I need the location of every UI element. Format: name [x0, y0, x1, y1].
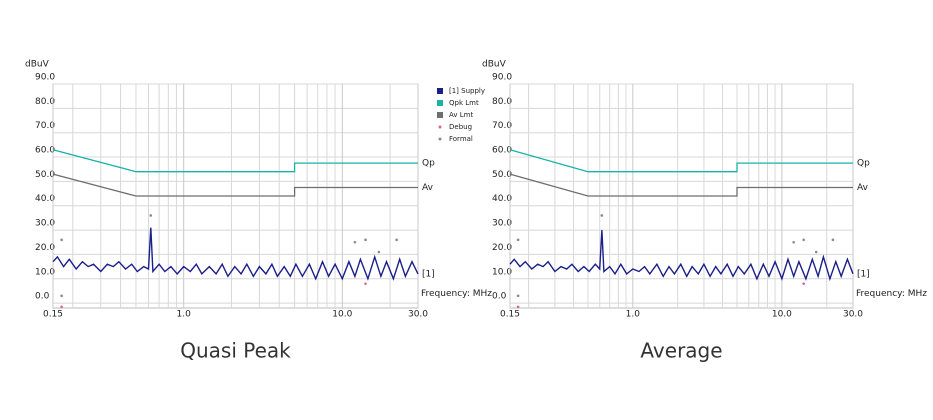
- chart-title: Quasi Peak: [180, 339, 291, 363]
- y-tick-label: 50.0: [35, 170, 55, 180]
- point: [149, 214, 153, 217]
- x-tick-label: 30.0: [843, 310, 863, 320]
- y-tick-label: 30.0: [35, 219, 55, 229]
- point: [395, 238, 398, 242]
- y-tick-label: 70.0: [492, 121, 512, 131]
- legend-label: Formal: [449, 135, 473, 143]
- series-end-label: Av: [422, 183, 434, 193]
- x-tick-label: 1.0: [626, 310, 641, 320]
- x-tick-label: 30.0: [408, 310, 428, 320]
- series-line: [509, 149, 853, 173]
- point: [516, 238, 520, 242]
- point: [364, 238, 367, 242]
- legend-label: Av Lmt: [449, 111, 473, 119]
- x-tick-label: 10.0: [332, 310, 352, 320]
- legend-label: Debug: [449, 123, 472, 131]
- y-tick-label: 40.0: [492, 194, 512, 204]
- y-axis-label: dBuV: [25, 60, 50, 70]
- series-end-label: [1]: [422, 269, 435, 279]
- series-end-label: [1]: [857, 269, 870, 279]
- series-line: [509, 173, 853, 197]
- y-tick-label: 90.0: [492, 73, 512, 83]
- y-tick-label: 0.0: [35, 292, 50, 302]
- y-tick-label: 90.0: [35, 73, 55, 83]
- x-tick-label: 1.0: [177, 310, 192, 320]
- y-tick-label: 10.0: [35, 267, 55, 277]
- y-tick-label: 10.0: [492, 267, 512, 277]
- point: [377, 250, 381, 254]
- point: [60, 294, 63, 298]
- y-axis-label: dBuV: [482, 60, 507, 70]
- legend-swatch: [438, 125, 442, 129]
- y-tick-label: 30.0: [492, 219, 512, 229]
- point: [600, 214, 604, 217]
- series-line: [52, 149, 418, 173]
- legend-swatch: [438, 137, 442, 141]
- legend-label: [1] Supply: [449, 87, 485, 95]
- series-end-label: Qp: [422, 159, 435, 169]
- point: [60, 238, 63, 242]
- chart-title: Average: [640, 339, 722, 363]
- legend-label: Qpk Lmt: [449, 99, 479, 107]
- point: [364, 282, 367, 285]
- x-tick-label: 0.15: [43, 310, 63, 320]
- y-tick-label: 60.0: [35, 146, 55, 156]
- y-tick-label: 50.0: [492, 170, 512, 180]
- legend-swatch: [437, 88, 443, 94]
- x-axis-label: Frequency: MHz: [421, 289, 492, 299]
- point: [516, 294, 520, 298]
- series-line: [52, 227, 419, 281]
- y-tick-label: 20.0: [35, 243, 55, 253]
- series-line: [52, 173, 418, 197]
- x-tick-label: 10.0: [772, 310, 792, 320]
- legend-swatch: [437, 100, 443, 106]
- y-tick-label: 40.0: [35, 194, 55, 204]
- point: [802, 238, 805, 242]
- point: [792, 240, 795, 244]
- y-tick-label: 20.0: [492, 243, 512, 253]
- point: [60, 305, 63, 309]
- y-tick-label: 70.0: [35, 121, 55, 131]
- y-tick-label: 80.0: [492, 97, 512, 107]
- x-axis-label: Frequency: MHz: [856, 289, 927, 299]
- legend-swatch: [437, 112, 443, 118]
- point: [516, 305, 520, 309]
- y-tick-label: 0.0: [492, 292, 507, 302]
- series-end-label: Qp: [857, 159, 870, 169]
- x-tick-label: 0.15: [500, 310, 520, 320]
- y-tick-label: 80.0: [35, 97, 55, 107]
- y-tick-label: 60.0: [492, 146, 512, 156]
- point: [353, 240, 357, 244]
- point: [814, 250, 818, 254]
- series-line: [509, 230, 854, 282]
- point: [831, 238, 835, 242]
- point: [802, 282, 805, 285]
- series-end-label: Av: [857, 183, 869, 193]
